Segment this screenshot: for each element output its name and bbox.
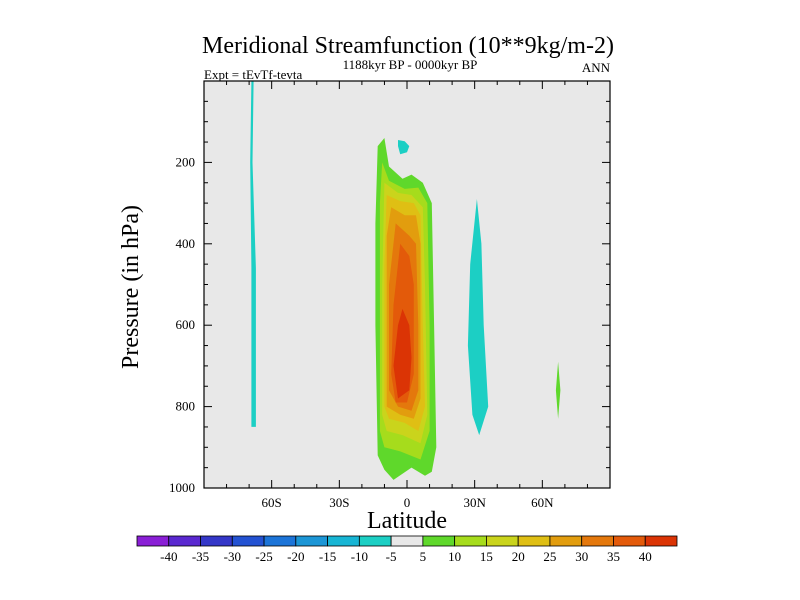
y-tick-label: 400 bbox=[176, 236, 196, 251]
colorbar-swatch bbox=[644, 535, 678, 547]
colorbar-label: 30 bbox=[575, 549, 588, 564]
colorbar-label: -35 bbox=[192, 549, 209, 564]
x-tick-label: 60N bbox=[531, 495, 554, 510]
colorbar-swatch bbox=[581, 535, 614, 547]
colorbar-label: -30 bbox=[224, 549, 241, 564]
colorbar-swatch bbox=[200, 535, 233, 547]
y-tick-label: 1000 bbox=[169, 480, 195, 495]
colorbar-label: -15 bbox=[319, 549, 336, 564]
x-tick-label: 0 bbox=[404, 495, 411, 510]
y-tick-label: 800 bbox=[176, 399, 196, 414]
season-annotation: ANN bbox=[582, 60, 611, 75]
westerly-contours-level-40 bbox=[393, 308, 412, 399]
colorbar-swatch bbox=[390, 535, 424, 547]
colorbar-label: -25 bbox=[255, 549, 272, 564]
colorbar-swatch bbox=[327, 535, 360, 547]
colorbar-swatch bbox=[549, 535, 583, 547]
colorbar-label: 25 bbox=[543, 549, 556, 564]
x-tick-label: 30S bbox=[329, 495, 349, 510]
colorbar-label: -10 bbox=[351, 549, 368, 564]
experiment-annotation: Expt = tEvTf-tevta bbox=[204, 67, 303, 82]
colorbar-label: 20 bbox=[512, 549, 525, 564]
colorbar-swatch bbox=[295, 535, 328, 547]
colorbar-swatch bbox=[358, 535, 392, 547]
easterly-blob-equator bbox=[398, 140, 410, 155]
colorbar-swatch bbox=[454, 535, 487, 547]
axis-ticks: 60S 30S 0 30N 60N 200 400 600 800 1000 bbox=[169, 81, 610, 510]
colorbar-swatch bbox=[613, 535, 646, 547]
x-tick-label: 30N bbox=[463, 495, 486, 510]
colorbar-label: -40 bbox=[160, 549, 177, 564]
chart-title: Meridional Streamfunction (10**9kg/m-2) bbox=[202, 33, 614, 59]
colorbar-label: 10 bbox=[448, 549, 461, 564]
colorbar-swatch bbox=[422, 535, 456, 547]
colorbar-label: 35 bbox=[607, 549, 620, 564]
easterly-contour-north bbox=[467, 199, 489, 436]
y-tick-label: 200 bbox=[176, 154, 196, 169]
colorbar: -40 -35 -30 -25 -20 -15 -10 -5 5 10 15 20 25 30 35 40 bbox=[136, 535, 678, 564]
colorbar-swatch bbox=[136, 535, 170, 547]
colorbar-label: -20 bbox=[287, 549, 304, 564]
x-tick-label: 60S bbox=[262, 495, 282, 510]
contour-layer bbox=[250, 81, 561, 480]
colorbar-label: 15 bbox=[480, 549, 493, 564]
colorbar-label: 5 bbox=[420, 549, 427, 564]
colorbar-swatch bbox=[263, 535, 297, 547]
colorbar-swatch bbox=[231, 535, 265, 547]
colorbar-label: 40 bbox=[639, 549, 652, 564]
easterly-contour-60s bbox=[250, 81, 256, 427]
colorbar-swatch bbox=[486, 535, 519, 547]
westerly-blob-70n bbox=[555, 361, 561, 419]
colorbar-label: -5 bbox=[386, 549, 397, 564]
colorbar-swatch bbox=[517, 535, 551, 547]
chart-subtitle: 1188kyr BP - 0000kyr BP bbox=[343, 57, 478, 72]
y-axis-label: Pressure (in hPa) bbox=[118, 205, 144, 369]
x-axis-label: Latitude bbox=[367, 508, 447, 534]
colorbar-swatch bbox=[168, 535, 201, 547]
y-tick-label: 600 bbox=[176, 317, 196, 332]
